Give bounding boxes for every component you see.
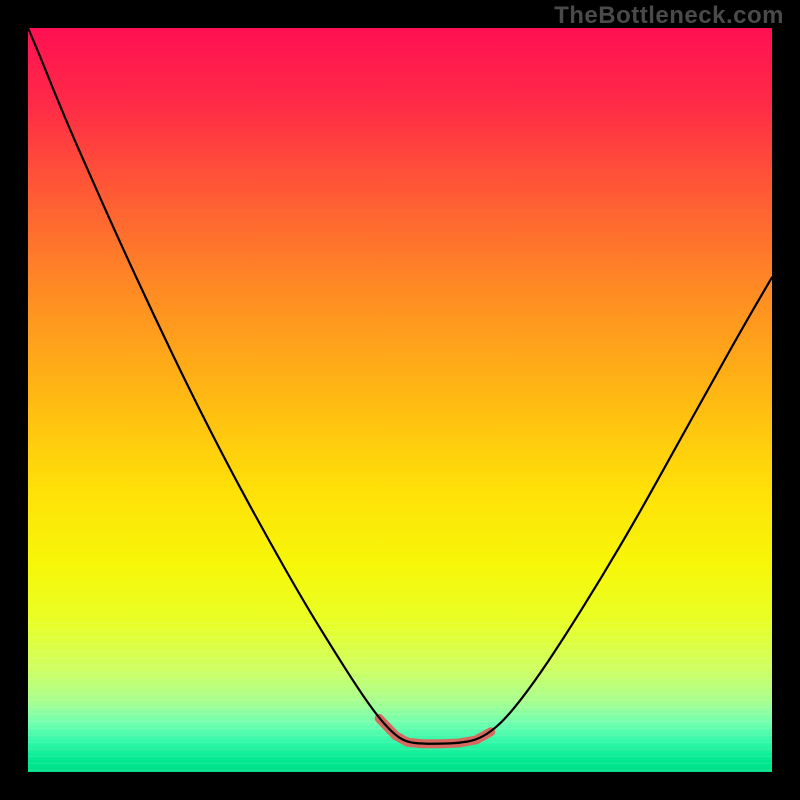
plot-area xyxy=(28,28,772,772)
chart-frame: TheBottleneck.com xyxy=(0,0,800,800)
frame-border-bottom xyxy=(0,772,800,800)
watermark-text: TheBottleneck.com xyxy=(554,2,784,30)
plot-svg xyxy=(28,28,772,772)
gradient-background xyxy=(28,28,772,772)
frame-border-left xyxy=(0,0,28,800)
frame-border-right xyxy=(772,0,800,800)
